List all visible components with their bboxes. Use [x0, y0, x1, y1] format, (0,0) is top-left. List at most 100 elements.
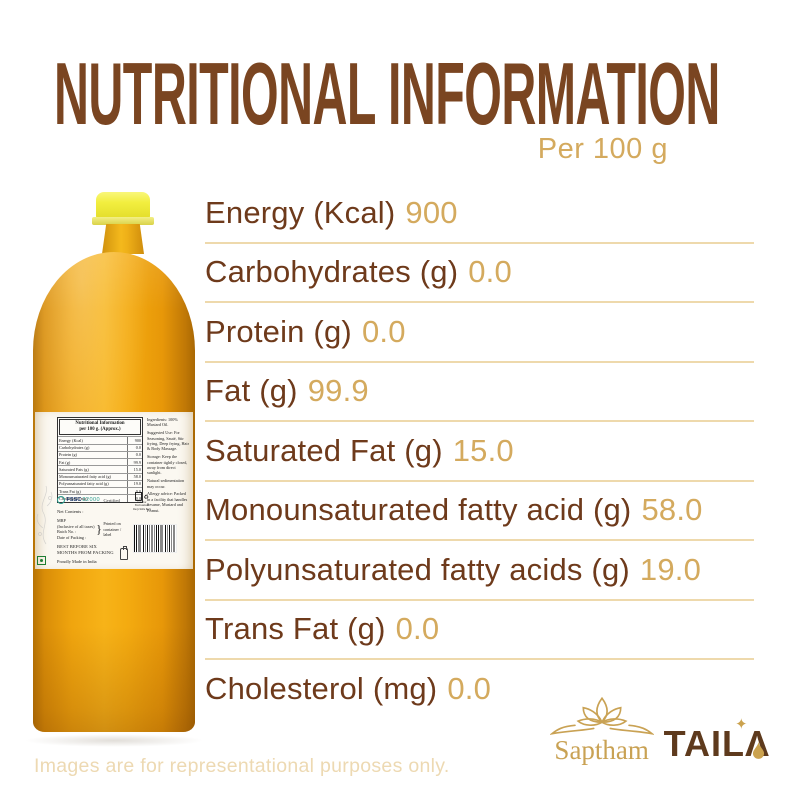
bottle-cap-ring — [92, 217, 154, 225]
label-table-value: 0.0 — [127, 451, 142, 459]
nutrition-row: Polyunsaturated fatty acids (g) 19.0 — [205, 541, 754, 601]
made-in-india-text: Proudly Made in India — [57, 559, 97, 564]
nutrition-row: Carbohydrates (g) 0.0 — [205, 244, 754, 303]
label-table-nutrient: Saturated Fats (g) — [59, 466, 89, 472]
nutrient-label: Saturated Fat (g) — [205, 432, 443, 468]
nutrient-value: 58.0 — [641, 492, 703, 528]
nutrition-row: Cholesterol (mg) 0.0 — [205, 660, 754, 718]
small-bottle-icon — [120, 546, 128, 560]
label-table-value: 0.0 — [127, 488, 142, 495]
nutrition-row: Monounsaturated fatty acid (g) 58.0 — [205, 482, 754, 541]
brand-logos: Saptham TAILΛ ✦ — [549, 694, 770, 766]
label-table-nutrient: Energy (Kcal) — [59, 437, 83, 443]
fssc-certification: FSSC 22000 Certified — [57, 496, 120, 504]
mrp-line: Date of Packing : — [57, 535, 87, 541]
saptham-logo: Saptham — [549, 694, 654, 766]
bottle-label: Nutritional Information per 100 g. (Appr… — [35, 412, 193, 569]
nutrient-label: Cholesterol (mg) — [205, 670, 438, 706]
label-table-row: Polyunsaturated fatty acid (g) 19.0 — [58, 479, 142, 488]
product-bottle-photo: Nutritional Information per 100 g. (Appr… — [24, 190, 204, 750]
label-table-value: 99.9 — [127, 459, 142, 466]
mrp-line: MRP — [57, 518, 66, 523]
label-table-row: Energy (Kcal) 900 — [58, 436, 142, 444]
label-table-value: 0.0 — [127, 495, 142, 502]
trash-bin-icon — [135, 492, 143, 501]
net-contents: Net Contents : — [57, 509, 84, 514]
nutrient-label: Protein (g) — [205, 313, 352, 349]
veg-mark-icon — [37, 556, 46, 565]
nutrition-row: Fat (g) 99.9 — [205, 363, 754, 422]
label-side-paragraph: Allergy advice: Packed in a facility tha… — [147, 491, 188, 513]
label-table-row: Fat (g) 99.9 — [58, 458, 142, 466]
bottle-neck — [102, 224, 144, 254]
disclaimer-text: Images are for representational purposes… — [34, 755, 450, 777]
nutrition-row: Energy (Kcal) 900 — [205, 184, 754, 244]
nutrient-label: Fat (g) — [205, 373, 298, 409]
mrp-line: Batch No. : — [57, 529, 77, 535]
nutrient-value: 0.0 — [361, 313, 406, 349]
nutrient-label: Polyunsaturated fatty acids (g) — [205, 551, 630, 587]
label-table-nutrient: Monounsaturated fatty acid (g) — [59, 474, 111, 480]
label-table-value: 19.0 — [127, 480, 142, 488]
label-side-paragraph: Ingredients: 100% Mustard Oil. — [147, 417, 178, 428]
nutrient-label: Energy (Kcal) — [205, 194, 396, 230]
label-table-value: 900 — [127, 437, 142, 444]
bottle-shadow — [24, 734, 204, 747]
label-table-nutrient: Trans Fat (g) — [59, 488, 81, 494]
nutrient-value: 15.0 — [452, 432, 514, 468]
label-sketch-decoration — [36, 485, 53, 545]
label-table-title: Nutritional Information per 100 g. (Appr… — [59, 419, 141, 436]
barcode — [133, 524, 177, 553]
nutrient-value: 900 — [405, 194, 458, 230]
label-table-value: 15.0 — [127, 466, 142, 473]
nutrient-label: Monounsaturated fatty acid (g) — [205, 492, 632, 528]
nutrient-value: 99.9 — [307, 373, 369, 409]
nutrient-value: 0.0 — [395, 611, 440, 647]
label-table-nutrient: Carbohydrates (g) — [59, 445, 90, 451]
per-100g-subtitle: Per 100 g — [537, 133, 668, 165]
label-table-nutrient: Fat (g) — [59, 459, 71, 465]
brace-glyph: } — [96, 522, 102, 537]
best-before-text: BEST BEFORE SIX MONTHS FROM PACKING — [57, 544, 114, 555]
oil-droplet-icon — [752, 741, 765, 759]
mrp-line: (Inclusive of all taxes) — [57, 523, 95, 529]
nutrition-row: Trans Fat (g) 0.0 — [205, 601, 754, 660]
mrp-block: MRP (Inclusive of all taxes) Batch No. : Da… — [57, 518, 129, 541]
label-table-row: Saturated Fats (g) 15.0 — [58, 465, 142, 473]
label-table-row: Cholesterol (mg) 0.0 — [58, 494, 142, 502]
lotus-icon — [549, 696, 654, 735]
label-side-paragraph: Suggested Use: For Seasoning, Sauté, Sti… — [147, 430, 189, 452]
nutrient-label: Carbohydrates (g) — [205, 254, 459, 290]
nutrient-value: 0.0 — [468, 254, 512, 290]
nutrient-value: 19.0 — [639, 551, 702, 587]
nutrition-row: Saturated Fat (g) 15.0 — [205, 422, 754, 482]
nutrition-row: Protein (g) 0.0 — [205, 303, 754, 363]
environment-icons: ♻ Care for Environment Recyclable Pack — [131, 492, 153, 511]
label-side-text: Ingredients: 100% Mustard Oil. Suggested… — [147, 417, 189, 515]
label-nutrition-table: Nutritional Information per 100 g. (Appr… — [57, 417, 143, 503]
nutrient-label: Trans Fat (g) — [205, 611, 386, 647]
fssc-logo-icon — [57, 496, 65, 504]
label-table-nutrient: Polyunsaturated fatty acid (g) — [59, 481, 109, 487]
taila-logo: TAILΛ ✦ — [663, 717, 770, 766]
sparkle-icon: ✦ — [734, 716, 749, 733]
nutrition-list: Energy (Kcal) 900 Carbohydrates (g) 0.0 … — [205, 184, 754, 718]
label-table-row: Protein (g) 0.0 — [58, 450, 142, 459]
label-side-paragraph: Natural sedimentation may occur. — [147, 478, 185, 489]
recycle-icon: ♻ — [143, 494, 149, 501]
label-table-row: Carbohydrates (g) 0.0 — [58, 443, 142, 451]
environment-caption: Care for Environment Recyclable Pack — [133, 501, 151, 511]
nutrient-value: 0.0 — [447, 670, 492, 706]
saptham-wordmark: Saptham — [554, 735, 649, 765]
taila-letters: TAIL — [663, 723, 745, 764]
bottle-cap — [96, 192, 150, 218]
label-table-rows: Energy (Kcal) 900 Carbohydrates (g) 0.0 … — [58, 436, 142, 502]
label-table-row: Trans Fat (g) 0.0 — [58, 487, 142, 495]
mrp-note: Printed on container / label — [103, 521, 122, 538]
page-title: NUTRITIONAL INFORMATION — [54, 44, 720, 143]
label-table-row: Monounsaturated fatty acid (g) 58.0 — [58, 472, 142, 480]
label-table-value: 0.0 — [127, 444, 142, 451]
label-table-nutrient: Cholesterol (mg) — [59, 495, 88, 501]
label-table-nutrient: Protein (g) — [59, 452, 78, 458]
